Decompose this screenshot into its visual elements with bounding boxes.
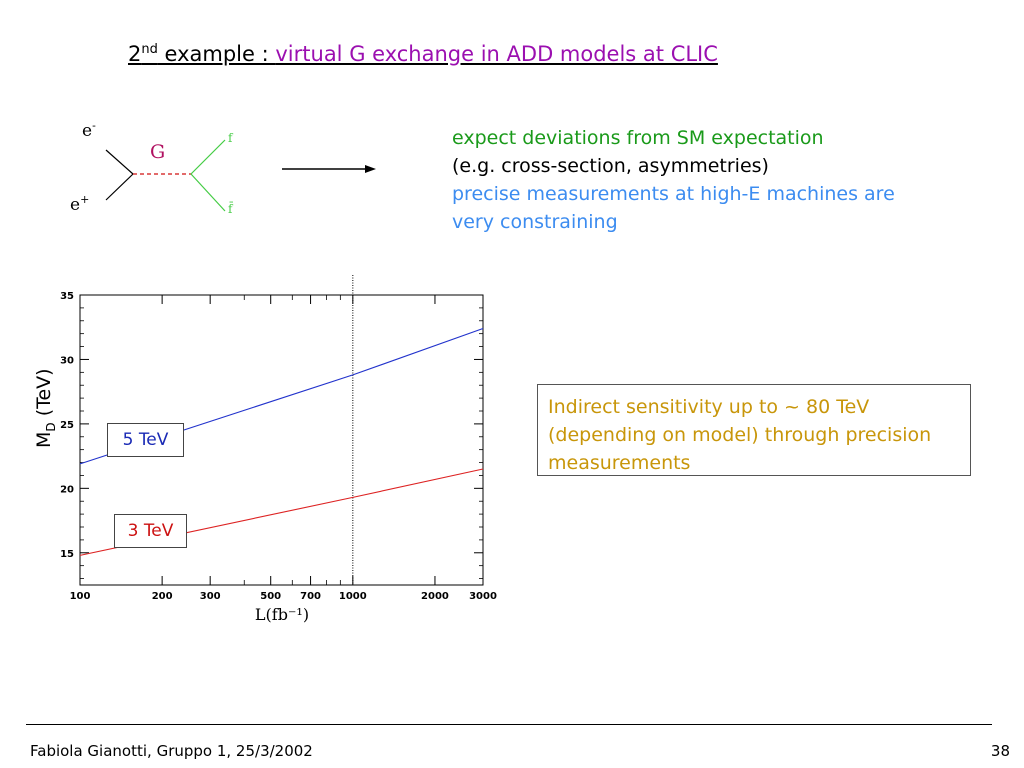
x-tick-label: 3000 xyxy=(469,591,497,602)
desc-line-2: (e.g. cross-section, asymmetries) xyxy=(452,155,769,177)
x-tick-label: 200 xyxy=(152,591,173,602)
plot-frame xyxy=(79,294,484,586)
y-tick-label: 35 xyxy=(60,291,74,302)
page-number: 38 xyxy=(990,742,1010,760)
antifermion-label: f̄ xyxy=(228,200,234,216)
x-tick-label: 100 xyxy=(70,591,91,602)
title-superscript: nd xyxy=(141,42,158,57)
y-tick-label: 15 xyxy=(60,549,74,560)
legend-3tev: 3 TeV xyxy=(114,514,187,548)
positron-line-in xyxy=(105,173,134,201)
description: expect deviations from SM expectation (e… xyxy=(452,124,895,236)
callout-line-1: Indirect sensitivity up to ~ 80 TeV xyxy=(548,396,870,418)
feynman-diagram: e- e+ G f f̄ xyxy=(70,119,376,216)
fermion-line-out xyxy=(190,139,226,175)
desc-line-4: very constraining xyxy=(452,211,618,233)
title-highlight: virtual G exchange in ADD models at CLIC xyxy=(275,42,718,66)
footer-divider xyxy=(26,724,992,725)
callout-line-2: (depending on model) through precision xyxy=(548,424,932,446)
x-tick-label: 1000 xyxy=(339,591,367,602)
sensitivity-plot: 15 20 25 30 35 100 200 300 500 700 1000 2000 3000 L(… xyxy=(60,275,497,624)
graviton-label: G xyxy=(150,141,165,163)
callout-line-3: measurements xyxy=(548,452,691,474)
plot-ticks: 15 20 25 30 35 100 200 300 500 700 1000 2000 3000 xyxy=(60,275,497,602)
x-tick-label: 700 xyxy=(300,591,321,602)
legend-5tev: 5 TeV xyxy=(107,423,184,457)
x-axis-label: L(fb⁻¹) xyxy=(255,605,309,624)
x-tick-label: 500 xyxy=(260,591,281,602)
x-tick-label: 300 xyxy=(200,591,221,602)
desc-line-3: precise measurements at high-E machines … xyxy=(452,183,895,205)
y-tick-label: 20 xyxy=(60,484,74,495)
fermion-label: f xyxy=(228,131,234,145)
y-tick-label: 25 xyxy=(60,420,74,431)
footer-author: Fabiola Gianotti, Gruppo 1, 25/3/2002 xyxy=(30,742,313,760)
title-prefix: 2 xyxy=(128,42,142,66)
plot-border xyxy=(79,294,484,586)
slide-title: 2nd example : virtual G exchange in ADD … xyxy=(128,42,718,66)
e-minus-label: e- xyxy=(82,119,96,141)
callout-box: Indirect sensitivity up to ~ 80 TeV (dep… xyxy=(537,384,971,476)
desc-line-1: expect deviations from SM expectation xyxy=(452,127,824,149)
antifermion-line-out xyxy=(190,173,226,212)
electron-line-in xyxy=(105,149,134,175)
title-mid: example : xyxy=(157,42,276,66)
x-tick-label: 2000 xyxy=(421,591,449,602)
y-tick-label: 30 xyxy=(60,355,74,366)
arrow-head-icon xyxy=(365,165,376,173)
y-axis-label-wrap: MD (TeV) xyxy=(33,368,58,448)
y-axis-label: MD (TeV) xyxy=(33,368,58,448)
e-plus-label: e+ xyxy=(70,193,89,215)
